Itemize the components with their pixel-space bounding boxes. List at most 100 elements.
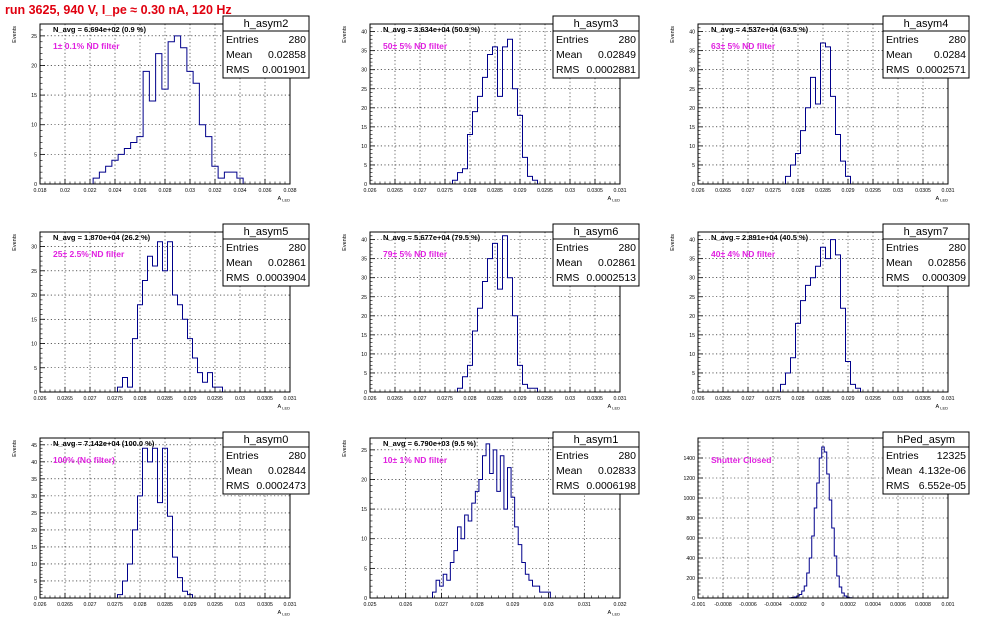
x-tick-label: 0.027 xyxy=(84,602,97,608)
histogram-bin xyxy=(836,134,841,184)
filter-label: 10± 1% ND filter xyxy=(383,455,448,465)
y-tick-label: 20 xyxy=(31,63,37,69)
y-tick-label: 0 xyxy=(34,596,37,602)
y-tick-label: 10 xyxy=(31,342,37,348)
x-tick-label: 0.028 xyxy=(134,602,147,608)
histogram-bin xyxy=(153,448,158,598)
histogram-bin xyxy=(149,101,155,184)
y-tick-label: 5 xyxy=(34,579,37,585)
histogram-bin xyxy=(193,83,199,184)
histogram-bin xyxy=(187,71,193,184)
x-tick-label: 0.0305 xyxy=(587,396,603,402)
x-tick-label: 0.03 xyxy=(185,188,195,194)
x-tick-label: 0.0295 xyxy=(865,188,881,194)
y-axis-label: Events xyxy=(12,234,18,251)
x-tick-label: 0.028 xyxy=(134,396,147,402)
stats-box: h_asym2 Entries 280 Mean 0.02858 RMS 0.001901 xyxy=(222,15,310,79)
histogram-bin xyxy=(522,562,526,598)
stat-label: Mean xyxy=(226,49,252,61)
histogram-bin xyxy=(181,48,187,184)
y-tick-label: 10 xyxy=(361,144,367,150)
y-tick-label: 10 xyxy=(689,144,695,150)
histogram-bin xyxy=(168,42,174,184)
x-tick-label: 0.028 xyxy=(471,602,484,608)
stat-label: Mean xyxy=(556,465,582,477)
x-tick-label: 0.0295 xyxy=(207,396,223,402)
histogram-bin xyxy=(465,515,469,598)
stats-box-frame xyxy=(882,15,970,79)
x-tick-label: 0.0275 xyxy=(107,396,123,402)
histogram-bin xyxy=(472,503,476,598)
x-tick-label: 0.031 xyxy=(614,188,627,194)
y-tick-label: 20 xyxy=(361,477,367,483)
stat-value: 280 xyxy=(288,34,306,46)
y-tick-label: 30 xyxy=(689,68,695,74)
histogram-bin xyxy=(173,557,178,598)
x-tick-label: 0.0285 xyxy=(815,396,831,402)
stat-value: 0.000309 xyxy=(922,272,966,284)
x-tick-label: 0.036 xyxy=(259,188,272,194)
x-tick-label: 0.032 xyxy=(614,602,627,608)
navg-label: N_avg = 3.634e+04 (50.9 %) xyxy=(383,25,481,34)
stats-box-frame xyxy=(222,431,310,495)
histogram-name: h_asym3 xyxy=(574,18,619,30)
x-tick-label: 0.034 xyxy=(234,188,247,194)
histogram-bin xyxy=(488,54,493,184)
filter-label: 79± 5% ND filter xyxy=(383,249,448,259)
x-tick-label: 0.0295 xyxy=(207,602,223,608)
x-tick-label: 0.028 xyxy=(792,396,805,402)
y-tick-label: 25 xyxy=(31,511,37,517)
histogram-bin xyxy=(483,77,488,184)
stat-label: Entries xyxy=(556,450,589,462)
y-tick-label: 45 xyxy=(31,443,37,449)
stats-box-frame xyxy=(222,223,310,287)
x-tick-label: 0.0006 xyxy=(890,602,906,608)
histogram-bin xyxy=(486,444,490,598)
x-tick-label: 0.026 xyxy=(34,602,47,608)
stat-value: 4.132e-06 xyxy=(919,465,966,477)
histogram-bin xyxy=(158,503,163,598)
stat-label: RMS xyxy=(226,272,249,284)
histogram-line xyxy=(92,35,244,184)
x-tick-label: 0.03 xyxy=(235,602,245,608)
histogram-line xyxy=(452,38,538,184)
x-tick-label: 0.0275 xyxy=(765,396,781,402)
y-tick-label: 0 xyxy=(364,390,367,396)
histogram-bin xyxy=(503,236,508,392)
x-axis-label: ALED xyxy=(608,196,621,203)
y-tick-label: 5 xyxy=(364,566,367,572)
y-tick-label: 600 xyxy=(686,536,695,542)
histogram-bin xyxy=(529,580,533,598)
x-tick-label: 0.03 xyxy=(544,602,554,608)
x-tick-label: 0.026 xyxy=(399,602,412,608)
x-tick-label: 0.03 xyxy=(565,396,575,402)
stat-label: Entries xyxy=(226,450,259,462)
x-tick-label: 0.029 xyxy=(184,396,197,402)
histogram-bin xyxy=(133,339,138,392)
stat-value: 0.02856 xyxy=(928,257,966,269)
y-tick-label: 10 xyxy=(689,352,695,358)
stats-box-frame xyxy=(882,223,970,287)
stat-label: Mean xyxy=(226,465,252,477)
histogram-bin xyxy=(816,104,821,184)
x-tick-label: 0.0275 xyxy=(437,188,453,194)
y-tick-label: 15 xyxy=(361,125,367,131)
y-tick-label: 25 xyxy=(361,295,367,301)
x-tick-label: 0.026 xyxy=(692,396,705,402)
histogram-bin xyxy=(131,143,137,184)
x-tick-label: 0.029 xyxy=(842,396,855,402)
x-tick-label: 0.031 xyxy=(578,602,591,608)
x-tick-label: 0.027 xyxy=(742,188,755,194)
stats-box: h_asym6 Entries 280 Mean 0.02861 RMS 0.0002513 xyxy=(552,223,640,287)
stat-label: Mean xyxy=(226,257,252,269)
navg-label: N_avg = 1.870e+04 (26.2 %) xyxy=(53,233,151,242)
x-tick-label: 0.0275 xyxy=(765,188,781,194)
stat-value: 0.02858 xyxy=(268,49,306,61)
y-tick-label: 25 xyxy=(689,295,695,301)
y-tick-label: 30 xyxy=(31,494,37,500)
x-tick-label: 0.0265 xyxy=(57,602,73,608)
y-tick-label: 30 xyxy=(361,68,367,74)
histogram-bin xyxy=(493,450,497,598)
x-tick-label: 0.0305 xyxy=(915,188,931,194)
histogram-line xyxy=(780,239,861,392)
